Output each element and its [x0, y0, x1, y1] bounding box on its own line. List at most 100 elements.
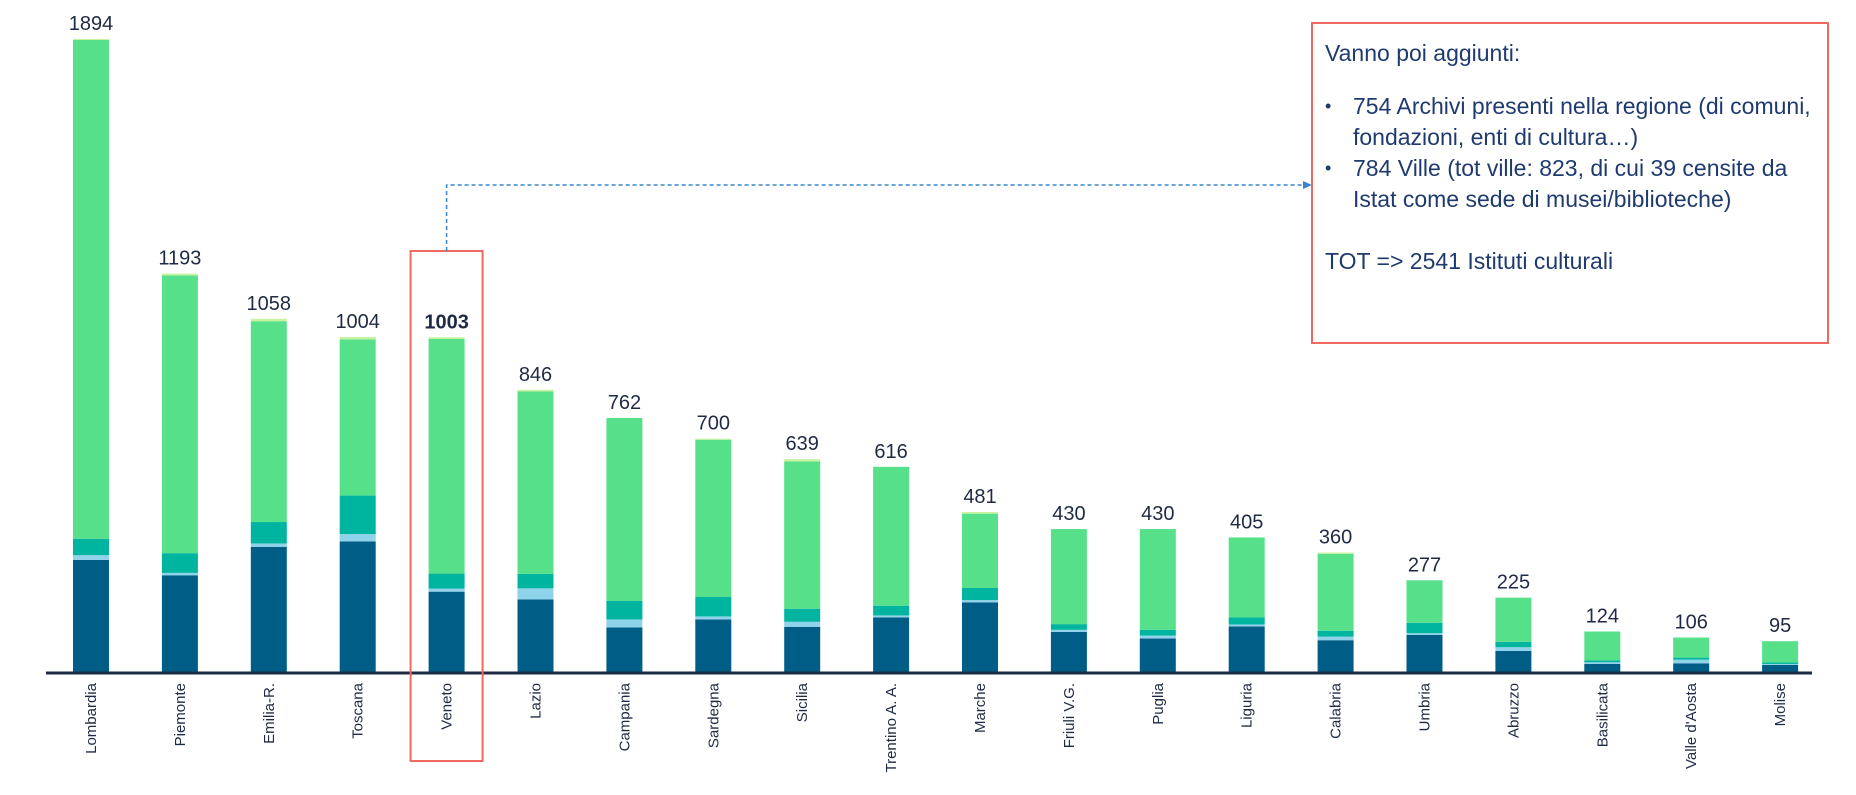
- category-label-liguria: Liguria: [1239, 682, 1256, 728]
- bar-trentino-a-a-segment-4: [873, 466, 910, 606]
- category-label-calabria: Calabria: [1328, 682, 1345, 739]
- bar-liguria-segment-3: [1228, 617, 1265, 625]
- bar-liguria-segment-4: [1228, 537, 1265, 618]
- bar-calabria-segment-1: [1317, 640, 1354, 673]
- bar-umbria-segment-1: [1406, 634, 1443, 673]
- bar-veneto-segment-4: [428, 338, 465, 574]
- total-label-abruzzo: 225: [1497, 572, 1530, 594]
- bar-lazio-segment-5: [517, 389, 554, 392]
- bar-veneto-segment-2: [428, 588, 465, 592]
- bar-abruzzo-segment-2: [1495, 647, 1532, 651]
- bar-molise-segment-4: [1762, 641, 1799, 663]
- bar-umbria-segment-4: [1406, 580, 1443, 623]
- bar-abruzzo-segment-3: [1495, 641, 1532, 648]
- total-label-campania: 762: [608, 392, 641, 414]
- total-label-sardegna: 700: [697, 413, 730, 435]
- bar-sardegna-segment-2: [695, 616, 732, 620]
- bar-toscana-segment-1: [339, 541, 376, 673]
- bar-sicilia-segment-5: [784, 459, 821, 462]
- note-intro: Vanno poi aggiunti:: [1325, 40, 1521, 66]
- total-label-sicilia: 639: [786, 433, 819, 455]
- bar-umbria-segment-2: [1406, 633, 1443, 635]
- bar-trentino-a-a-segment-3: [873, 605, 910, 616]
- bar-lazio-segment-4: [517, 391, 554, 574]
- category-label-puglia: Puglia: [1150, 682, 1167, 724]
- category-label-lazio: Lazio: [528, 683, 545, 719]
- bar-puglia-segment-1: [1139, 638, 1176, 673]
- bar-piemonte-segment-3: [161, 553, 198, 573]
- bar-calabria-segment-5: [1317, 552, 1354, 554]
- bar-molise-segment-2: [1762, 663, 1799, 665]
- total-label-basilicata: 124: [1586, 605, 1619, 627]
- bar-puglia-segment-4: [1139, 529, 1176, 630]
- bar-molise-segment-1: [1762, 664, 1799, 673]
- note-bullet-list: 754 Archivi presenti nella regione (di c…: [1325, 91, 1817, 215]
- bar-valle-d-aosta-segment-3: [1673, 657, 1710, 660]
- category-label-veneto: Veneto: [439, 683, 456, 730]
- bar-campania-segment-4: [606, 417, 643, 601]
- bar-lazio-segment-1: [517, 599, 554, 673]
- bar-campania-segment-2: [606, 619, 643, 628]
- bar-lombardia-segment-3: [73, 538, 109, 556]
- bar-veneto-segment-5: [428, 337, 465, 339]
- bar-calabria-segment-3: [1317, 630, 1354, 637]
- category-label-marche: Marche: [972, 683, 989, 733]
- category-label-molise: Molise: [1772, 683, 1789, 726]
- bar-basilicata-segment-3: [1584, 660, 1621, 663]
- category-label-emilia-r: Emilia-R.: [261, 683, 278, 744]
- bar-sardegna-segment-5: [695, 438, 732, 440]
- bar-lombardia-segment-4: [73, 40, 109, 539]
- category-label-abruzzo: Abruzzo: [1505, 683, 1522, 738]
- category-label-campania: Campania: [616, 682, 633, 751]
- bar-sicilia-segment-2: [784, 621, 821, 627]
- category-label-toscana: Toscana: [350, 682, 367, 739]
- bar-trentino-a-a-segment-1: [873, 617, 910, 673]
- bar-abruzzo-segment-4: [1495, 597, 1532, 642]
- total-label-marche: 481: [963, 486, 996, 508]
- bar-abruzzo-segment-1: [1495, 650, 1532, 673]
- bar-basilicata-segment-4: [1584, 631, 1621, 661]
- total-label-molise: 95: [1769, 615, 1791, 637]
- total-label-calabria: 360: [1319, 526, 1352, 548]
- bar-valle-d-aosta-segment-2: [1673, 659, 1710, 664]
- bar-umbria-segment-3: [1406, 622, 1443, 634]
- total-label-piemonte: 1193: [158, 248, 201, 270]
- bar-sicilia-segment-1: [784, 626, 821, 673]
- bar-puglia-segment-3: [1139, 629, 1176, 636]
- bar-puglia-segment-2: [1139, 635, 1176, 639]
- bar-sicilia-segment-3: [784, 608, 821, 622]
- category-label-friuli-v-g: Friuli V.G.: [1061, 683, 1078, 748]
- bar-molise-segment-3: [1762, 662, 1799, 664]
- total-label-puglia: 430: [1141, 503, 1174, 525]
- bar-lombardia-segment-2: [73, 555, 109, 560]
- note-box: Vanno poi aggiunti: 754 Archivi presenti…: [1311, 22, 1829, 344]
- bar-veneto-segment-3: [428, 573, 465, 589]
- bar-friuli-v-g-segment-1: [1050, 631, 1087, 673]
- bar-sicilia-segment-4: [784, 461, 821, 609]
- bar-friuli-v-g-segment-4: [1050, 529, 1087, 625]
- bar-toscana-segment-2: [339, 534, 376, 542]
- bar-emilia-r-segment-1: [250, 546, 287, 673]
- category-label-piemonte: Piemonte: [172, 683, 189, 746]
- category-label-trentino-a-a: Trentino A. A.: [883, 683, 900, 773]
- bar-lombardia-segment-1: [73, 559, 109, 673]
- bar-liguria-segment-1: [1228, 626, 1265, 673]
- bar-marche-segment-1: [962, 602, 998, 673]
- total-label-friuli-v-g: 430: [1052, 503, 1085, 525]
- bar-campania-segment-1: [606, 627, 643, 673]
- bar-valle-d-aosta-segment-4: [1673, 637, 1710, 658]
- bar-campania-segment-3: [606, 600, 643, 620]
- bar-lazio-segment-2: [517, 588, 554, 600]
- bar-sardegna-segment-4: [695, 439, 732, 598]
- bar-marche-segment-2: [962, 600, 998, 603]
- category-label-basilicata: Basilicata: [1594, 682, 1611, 747]
- bar-piemonte-segment-1: [161, 575, 198, 673]
- labels-group: 1894 Lombardia 1193 Piemonte 1058 Emilia-R. 10…: [69, 13, 1791, 772]
- bar-toscana-segment-3: [339, 495, 376, 535]
- bar-piemonte-segment-2: [161, 572, 198, 576]
- bar-sardegna-segment-3: [695, 597, 732, 617]
- bar-lazio-segment-3: [517, 573, 554, 589]
- note-bullet-archivi: 754 Archivi presenti nella regione (di c…: [1325, 91, 1817, 153]
- note-total: TOT => 2541 Istituti culturali: [1325, 248, 1614, 274]
